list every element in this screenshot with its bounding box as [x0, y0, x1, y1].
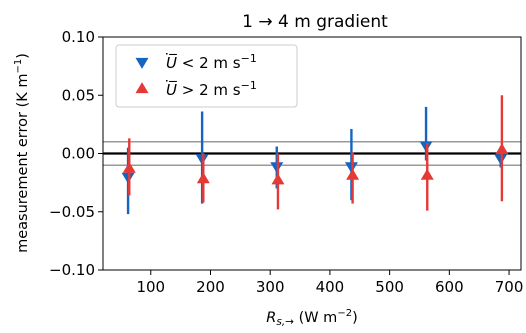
legend-marker-up — [135, 82, 149, 94]
legend-label: U̅ < 2 m s−1 — [166, 52, 257, 72]
legend-marker-down — [135, 57, 149, 69]
legend-label: U̅ > 2 m s−1 — [166, 79, 257, 99]
triangle-up-marker — [420, 168, 434, 180]
x-tick-label: 500 — [375, 278, 404, 296]
x-axis-label: Rs,→ (W m−2) — [266, 308, 357, 328]
triangle-up-marker — [122, 161, 136, 173]
x-tick-label: 700 — [495, 278, 524, 296]
x-tick-label: 600 — [435, 278, 464, 296]
x-tick-label: 200 — [196, 278, 225, 296]
chart-title: 1 → 4 m gradient — [242, 12, 388, 32]
triangle-up-marker — [495, 143, 509, 155]
legend-box — [115, 44, 298, 108]
y-tick-label: −0.10 — [49, 261, 95, 279]
series-high-wind — [122, 95, 509, 211]
y-tick-label: −0.05 — [49, 203, 95, 221]
y-tick-label: 0.05 — [62, 86, 95, 104]
x-tick-label: 100 — [136, 278, 165, 296]
triangle-up-marker — [346, 168, 360, 180]
y-axis: −0.10 −0.05 0.00 0.05 0.10 — [49, 28, 103, 279]
y-axis-label: measurement error (K m−1) — [13, 53, 31, 253]
legend: U̅ < 2 m s−1 U̅ > 2 m s−1 — [115, 44, 298, 108]
y-tick-label: 0.10 — [62, 28, 95, 46]
series-layer — [121, 95, 509, 215]
x-tick-label: 400 — [316, 278, 345, 296]
reference-lines — [103, 141, 521, 166]
y-tick-label: 0.00 — [62, 145, 95, 163]
triangle-up-marker — [196, 172, 210, 184]
x-tick-label: 300 — [256, 278, 285, 296]
x-axis: 100 200 300 400 500 600 700 — [136, 270, 523, 296]
triangle-up-marker — [271, 173, 285, 185]
